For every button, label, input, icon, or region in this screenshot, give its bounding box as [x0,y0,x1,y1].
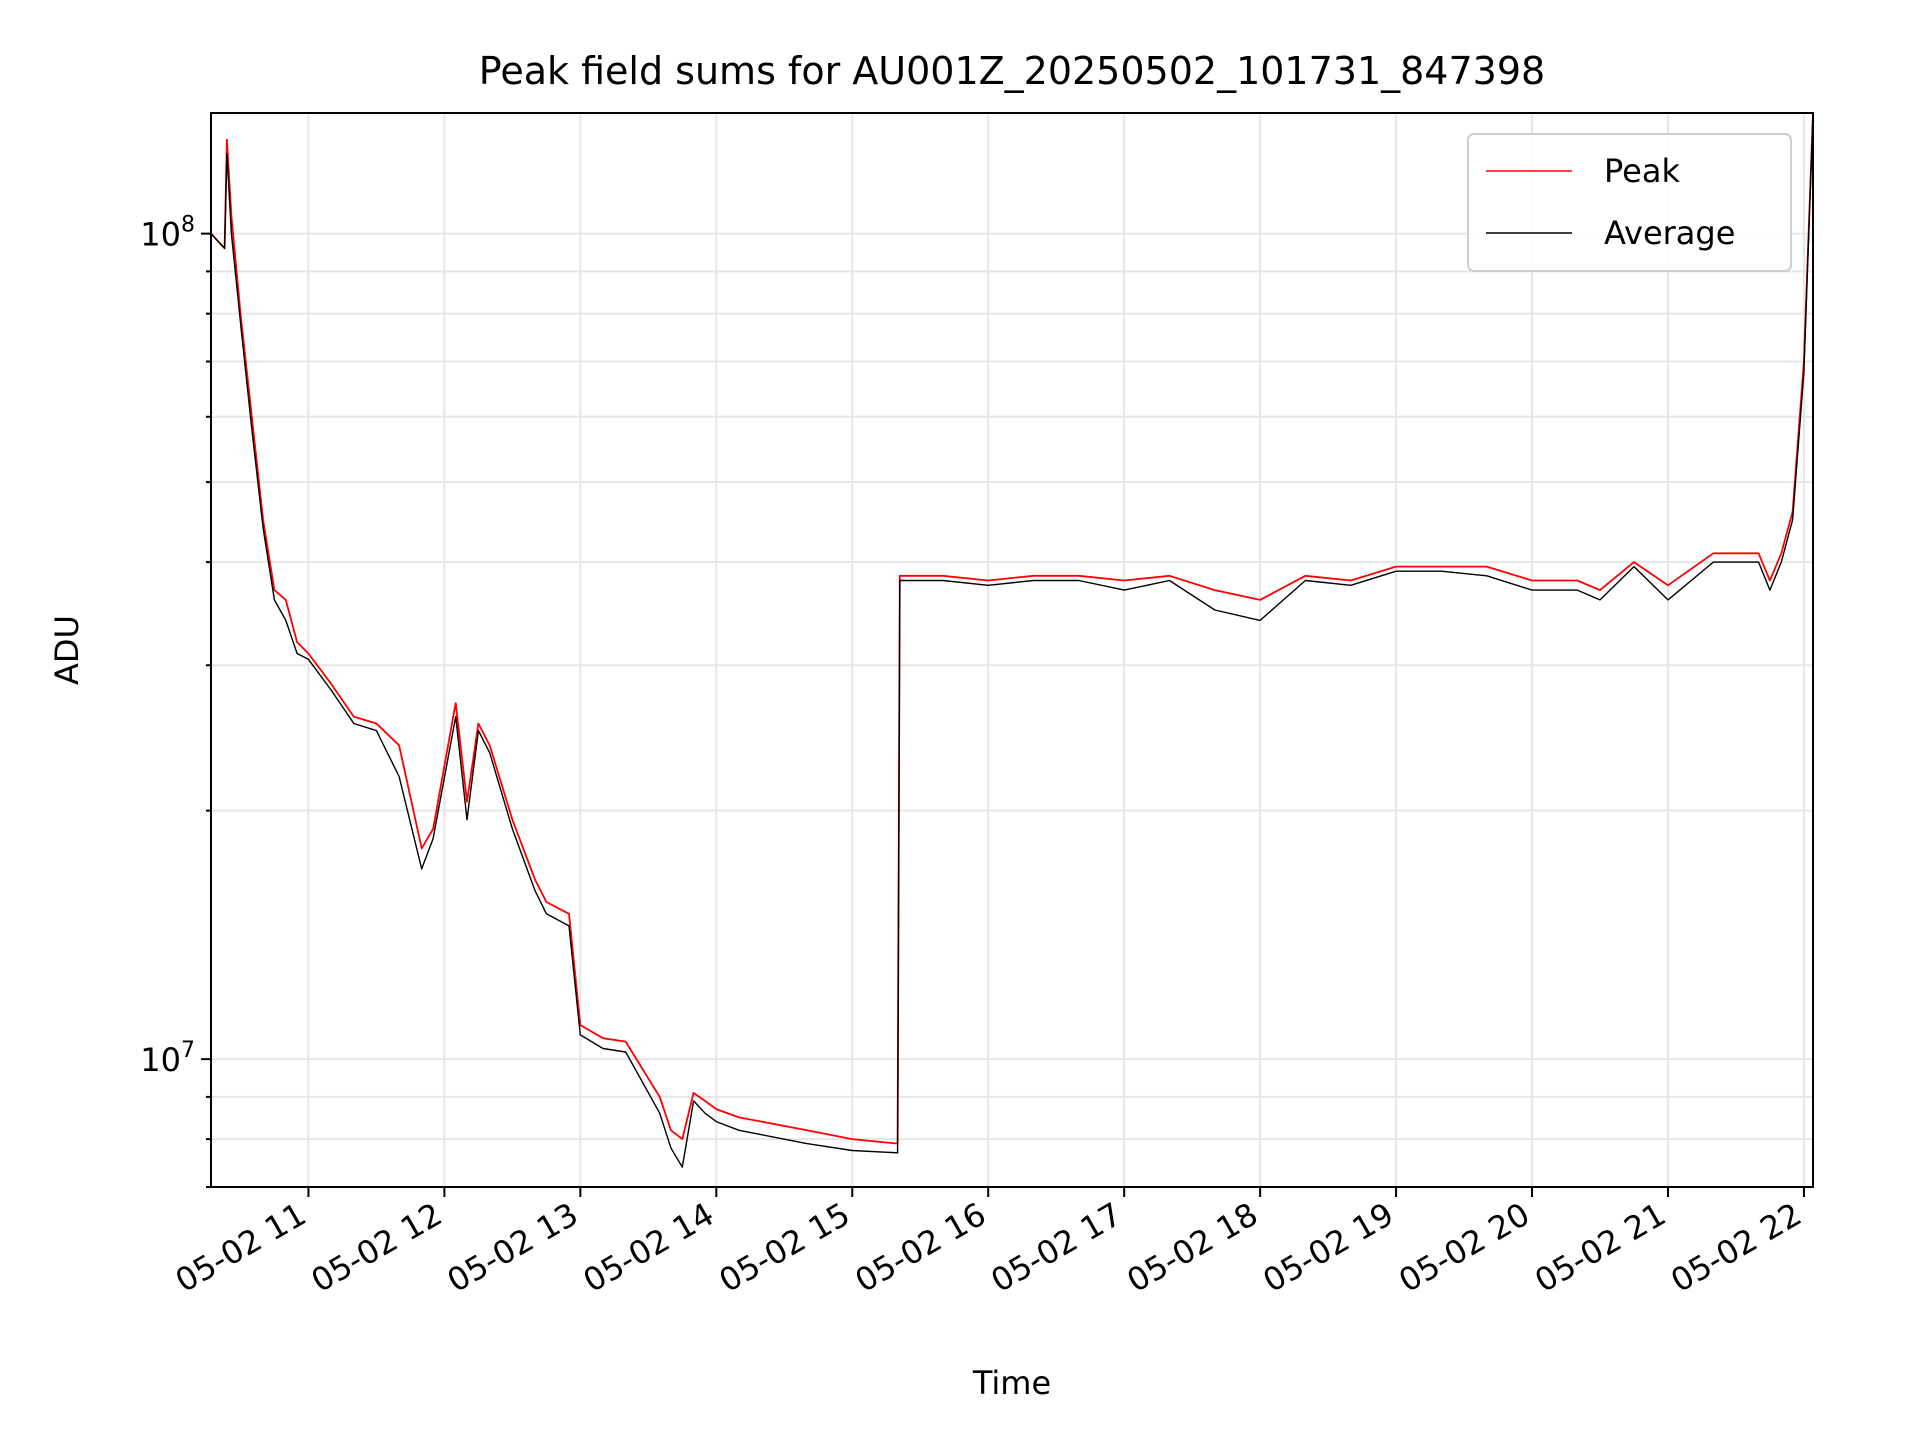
legend-box [1467,133,1792,272]
y-tick-labels: 107 108 [140,213,195,1079]
plot-frame [210,112,1814,1188]
grid-lines [211,113,1813,1188]
series-line-average [210,112,1814,1168]
legend-label-average: Average [1604,214,1735,252]
x-axis-label: Time [972,1364,1051,1402]
chart-title: Peak field sums for AU001Z_20250502_1017… [479,49,1545,93]
y-tick-label: 108 [140,213,195,254]
series-layer [210,112,1814,1168]
legend: Peak Average [1467,133,1792,272]
y-tick-label: 107 [140,1038,195,1079]
axis-ticks [201,232,1805,1197]
legend-label-peak: Peak [1604,152,1680,190]
series-line-peak [210,112,1814,1145]
y-axis-label: ADU [48,615,86,685]
